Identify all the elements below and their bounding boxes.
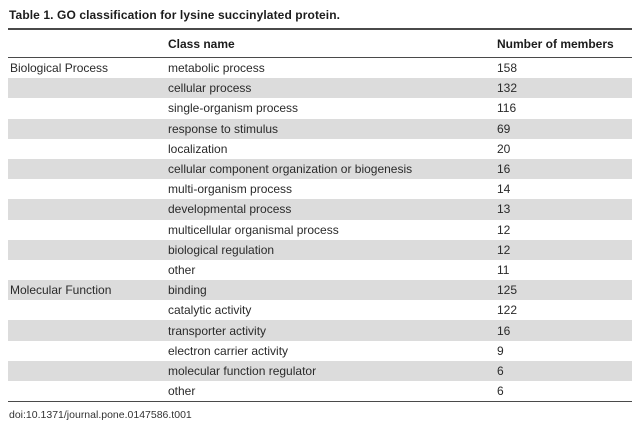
members-cell: 6	[497, 384, 504, 399]
group-cell: Molecular Function	[10, 283, 112, 298]
table-row: catalytic activity 122	[8, 300, 632, 321]
members-cell: 158	[497, 61, 518, 76]
class-name-cell: multi-organism process	[168, 182, 293, 197]
bottom-rule	[8, 401, 632, 403]
members-cell: 11	[497, 262, 510, 277]
class-name-cell: other	[168, 262, 196, 277]
table-row: response to stimulus 69	[8, 118, 632, 139]
class-name-cell: molecular function regulator	[168, 363, 317, 378]
class-name-cell: cellular process	[168, 81, 252, 96]
table-row: localization 20	[8, 138, 632, 159]
table-row: single-organism process 116	[8, 98, 632, 119]
group-cell: Biological Process	[10, 61, 109, 76]
members-cell: 6	[497, 363, 504, 378]
table-row: molecular function regulator 6	[8, 360, 632, 381]
members-cell: 69	[497, 121, 511, 136]
members-cell: 14	[497, 182, 511, 197]
table-row: multicellular organismal process 12	[8, 219, 632, 240]
class-name-cell: developmental process	[168, 202, 292, 217]
members-cell: 16	[497, 162, 511, 177]
members-cell: 12	[497, 222, 511, 237]
class-name-cell: other	[168, 384, 196, 399]
column-header-class-name: Class name	[168, 36, 235, 51]
table-row: transporter activity 16	[8, 320, 632, 341]
top-rule	[8, 28, 632, 30]
class-name-cell: biological regulation	[168, 242, 275, 257]
class-name-cell: cellular component organization or bioge…	[168, 162, 413, 177]
members-cell: 9	[497, 343, 504, 358]
class-name-cell: single-organism process	[168, 101, 299, 116]
column-header-number-of-members: Number of members	[497, 36, 614, 51]
table-row: cellular process 132	[8, 78, 632, 99]
members-cell: 132	[497, 81, 518, 96]
table-row: other 6	[8, 381, 632, 402]
table-row: cellular component organization or bioge…	[8, 158, 632, 180]
class-name-cell: catalytic activity	[168, 303, 252, 318]
table-body: Biological Process metabolic process 158…	[8, 58, 632, 402]
members-cell: 116	[497, 101, 517, 116]
table-header-row: Class name Number of members	[8, 30, 632, 57]
class-name-cell: electron carrier activity	[168, 343, 289, 358]
table-row: Molecular Function binding 125	[8, 280, 632, 301]
class-name-cell: localization	[168, 141, 228, 156]
class-name-cell: transporter activity	[168, 323, 267, 338]
table-row: multi-organism process 14	[8, 179, 632, 200]
class-name-cell: response to stimulus	[168, 121, 279, 136]
doi-text: doi:10.1371/journal.pone.0147586.t001	[9, 409, 192, 422]
table-row: developmental process 13	[8, 199, 632, 220]
header-rule	[8, 57, 632, 58]
table-row: biological regulation 12	[8, 239, 632, 260]
table-row: other 11	[8, 259, 632, 281]
members-cell: 12	[497, 242, 511, 257]
table-row: electron carrier activity 9	[8, 340, 632, 361]
table-row: Biological Process metabolic process 158	[8, 58, 632, 79]
table-title: Table 1. GO classification for lysine su…	[9, 8, 341, 22]
members-cell: 20	[497, 141, 511, 156]
members-cell: 13	[497, 202, 511, 217]
members-cell: 16	[497, 323, 511, 338]
class-name-cell: binding	[168, 283, 207, 298]
class-name-cell: metabolic process	[168, 61, 265, 76]
class-name-cell: multicellular organismal process	[168, 222, 339, 237]
members-cell: 125	[497, 283, 518, 298]
members-cell: 122	[497, 303, 518, 318]
